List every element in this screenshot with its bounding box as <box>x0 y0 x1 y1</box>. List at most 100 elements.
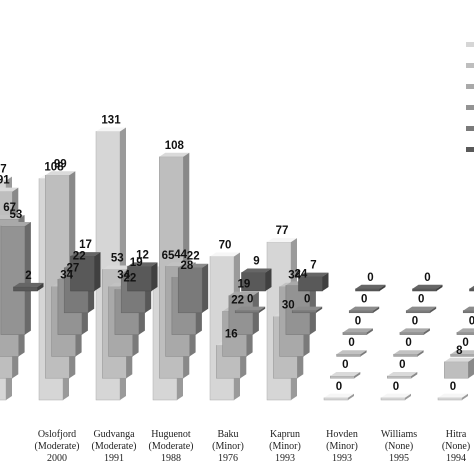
value-label-s1-c2: 19 <box>130 257 143 269</box>
value-label-s4-c0: 91 <box>0 175 10 187</box>
bar-s2-c6 <box>342 328 373 335</box>
legend-swatch-2 <box>466 84 474 89</box>
value-label-s0-c5: 7 <box>310 260 316 272</box>
value-label-s5-c5: 77 <box>276 225 289 237</box>
value-label-s2-c7: 0 <box>412 315 418 327</box>
category-label-3-0: Huguenot <box>151 429 191 440</box>
bar-s0-c0 <box>13 282 44 292</box>
bar-s0-c7 <box>412 284 443 292</box>
value-label-s4-c4: 16 <box>225 328 238 340</box>
value-label-s2-c6: 0 <box>355 315 361 327</box>
value-label-s3-c6: 0 <box>348 337 354 349</box>
value-label-s4-c6: 0 <box>342 359 348 371</box>
bar-s0-c6 <box>355 284 386 292</box>
bar-s3-c8 <box>450 350 474 357</box>
value-label-s2-c8: 0 <box>469 315 474 327</box>
category-label-6-1: (Minor) <box>326 441 358 452</box>
category-label-5-0: Kaprun <box>270 429 300 440</box>
category-label-4-2: 1976 <box>218 453 238 464</box>
legend-swatch-0 <box>466 42 474 47</box>
category-label-8-0: Hitra <box>446 429 467 440</box>
chart-legend <box>466 42 474 152</box>
bar-s4-c6 <box>330 372 361 379</box>
category-label-2-0: Gudvanga <box>93 429 135 440</box>
bar-s2-c7 <box>399 328 430 335</box>
legend-swatch-5 <box>466 147 474 152</box>
bar-s1-c5 <box>291 306 323 314</box>
value-label-s0-c2: 12 <box>136 249 149 261</box>
value-label-s5-c0: 107 <box>0 164 7 176</box>
chart-value-labels: 1071081316570770005919953108163000816673… <box>0 114 474 392</box>
value-label-s3-c8: 0 <box>462 337 468 349</box>
category-label-1-1: (Moderate) <box>35 441 80 452</box>
bar-s0-c4 <box>241 268 272 292</box>
bar-s5-c7 <box>380 393 411 401</box>
value-label-s3-c4: 22 <box>231 294 244 306</box>
value-label-s1-c4: 0 <box>247 294 253 306</box>
value-label-s5-c1: 108 <box>44 162 64 174</box>
value-label-s3-c1: 34 <box>60 270 73 282</box>
value-label-s3-c0: 67 <box>3 202 16 214</box>
value-label-s4-c3: 108 <box>165 140 185 152</box>
bar-s3-c7 <box>393 350 424 357</box>
value-label-s2-c3: 28 <box>181 260 194 272</box>
bar-s4-c7 <box>387 372 418 379</box>
bar-s2-c4 <box>228 291 259 335</box>
value-label-s5-c8: 0 <box>450 381 456 393</box>
value-label-s0-c0: 2 <box>25 270 31 282</box>
category-label-7-0: Williams <box>381 429 417 440</box>
value-label-s1-c1: 22 <box>73 251 86 263</box>
value-label-s0-c6: 0 <box>367 272 373 284</box>
category-label-8-2: 1994 <box>446 453 466 464</box>
chart-category-labels: Oslofjord(Moderate)2000Gudvanga(Moderate… <box>35 429 471 464</box>
bar-s5-c6 <box>323 393 354 401</box>
category-label-7-2: 1995 <box>389 453 409 464</box>
category-label-1-2: 2000 <box>47 453 67 464</box>
value-label-s4-c8: 8 <box>456 345 463 357</box>
chart-bars <box>0 127 474 401</box>
category-label-1-0: Oslofjord <box>38 429 76 440</box>
bar-s5-c8 <box>437 393 468 401</box>
value-label-s4-c1: 99 <box>54 158 67 170</box>
category-label-2-2: 1991 <box>104 453 124 464</box>
bar-s1-c4 <box>234 306 266 314</box>
category-label-8-1: (None) <box>442 441 470 452</box>
legend-swatch-3 <box>466 105 474 110</box>
bar-s0-c2 <box>127 262 158 292</box>
value-label-s2-c2: 22 <box>124 273 137 285</box>
bar-s1-c6 <box>348 306 380 314</box>
value-label-s5-c2: 131 <box>101 114 121 126</box>
value-label-s1-c3: 22 <box>187 251 200 263</box>
category-label-5-1: (Minor) <box>269 441 301 452</box>
value-label-s1-c6: 0 <box>361 294 367 306</box>
value-label-s2-c1: 27 <box>67 262 80 274</box>
value-label-s4-c2: 53 <box>111 253 124 265</box>
category-label-3-1: (Moderate) <box>149 441 194 452</box>
legend-swatch-1 <box>466 63 474 68</box>
bar-s2-c8 <box>456 328 474 335</box>
value-label-s2-c5: 24 <box>295 268 308 280</box>
bar-s1-c3 <box>177 263 209 314</box>
bar-s0-c5 <box>298 272 329 292</box>
bar-s3-c6 <box>336 350 367 357</box>
value-label-s3-c3: 44 <box>174 249 187 261</box>
category-label-6-2: 1993 <box>332 453 352 464</box>
value-label-s5-c7: 0 <box>393 381 399 393</box>
value-label-s1-c7: 0 <box>418 294 424 306</box>
value-label-s3-c2: 34 <box>117 270 130 282</box>
category-label-4-1: (Minor) <box>212 441 244 452</box>
legend-swatch-4 <box>466 126 474 131</box>
bar-s2-c0 <box>0 221 31 335</box>
bar-s1-c7 <box>405 306 437 314</box>
value-label-s5-c4: 70 <box>219 240 232 252</box>
value-label-s5-c6: 0 <box>336 381 342 393</box>
value-label-s2-c0: 53 <box>10 209 23 221</box>
value-label-s5-c3: 65 <box>162 250 175 262</box>
value-label-s3-c7: 0 <box>405 337 411 349</box>
value-label-s4-c5: 30 <box>282 300 295 312</box>
value-label-s2-c4: 19 <box>238 279 251 291</box>
category-label-3-2: 1988 <box>161 453 181 464</box>
category-label-4-0: Baku <box>217 429 238 440</box>
value-label-s0-c4: 9 <box>253 256 259 268</box>
